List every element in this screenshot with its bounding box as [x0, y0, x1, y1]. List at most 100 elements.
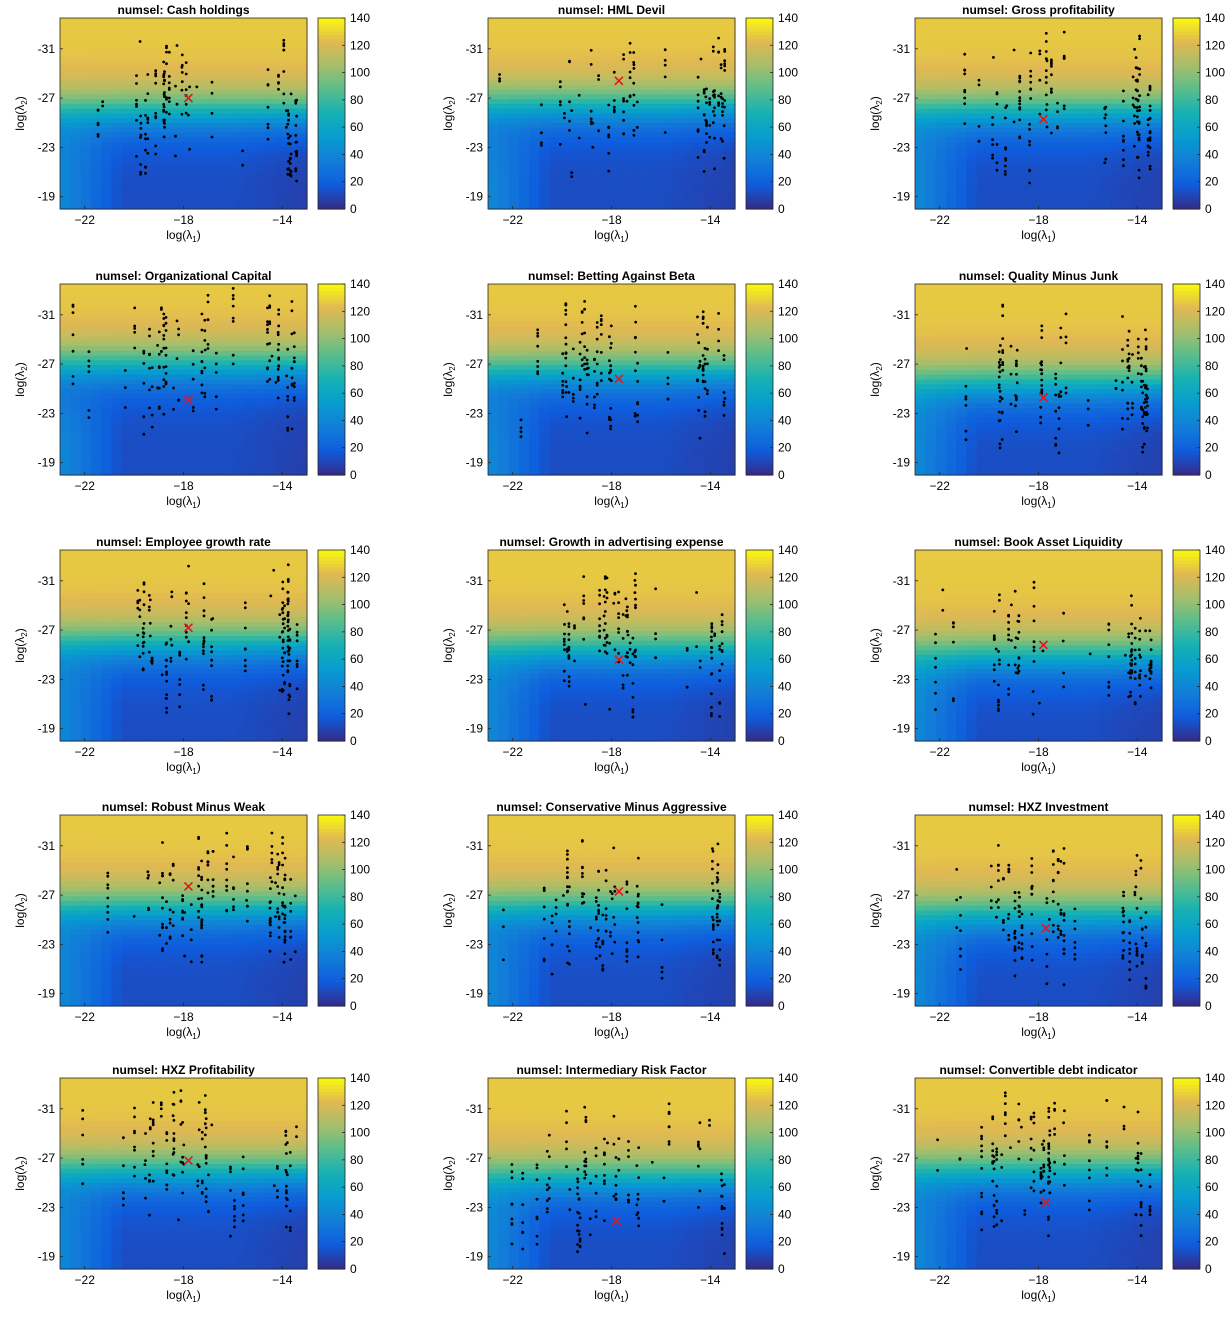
- heatmap-cell: [529, 137, 540, 142]
- heatmap-cell: [1018, 32, 1029, 37]
- heatmap-cell: [153, 289, 164, 294]
- heatmap-cell: [1121, 80, 1132, 85]
- colorbar-tick-label: 80: [350, 359, 364, 373]
- heatmap-cell: [256, 456, 267, 461]
- heatmap-cell: [235, 298, 246, 303]
- search-point: [165, 372, 168, 375]
- heatmap-cell: [101, 408, 112, 413]
- heatmap-cell: [266, 142, 277, 147]
- heatmap-cell: [1069, 176, 1080, 181]
- heatmap-cell: [153, 56, 164, 61]
- heatmap-cell: [204, 427, 215, 432]
- heatmap-cell: [194, 341, 205, 346]
- heatmap-cell: [915, 32, 926, 37]
- heatmap-cell: [297, 294, 308, 299]
- colorbar-tick-label: 100: [1205, 66, 1225, 80]
- heatmap-cell: [173, 176, 184, 181]
- heatmap-cell: [235, 156, 246, 161]
- heatmap-cell: [1141, 42, 1152, 47]
- search-point: [1133, 145, 1136, 148]
- heatmap-cell: [235, 394, 246, 399]
- heatmap-cell: [1069, 123, 1080, 128]
- heatmap-cell: [925, 137, 936, 142]
- heatmap-cell: [1059, 180, 1070, 185]
- heatmap-cell: [142, 327, 153, 332]
- heatmap-cell: [1039, 66, 1050, 71]
- heatmap-cell: [276, 389, 287, 394]
- heatmap-cell: [70, 85, 81, 90]
- heatmap-cell: [915, 199, 926, 204]
- heatmap-cell: [612, 123, 623, 128]
- heatmap-cell: [81, 47, 92, 52]
- heatmap-cell: [266, 42, 277, 47]
- heatmap-cell: [509, 109, 520, 114]
- heatmap-cell: [142, 322, 153, 327]
- heatmap-cell: [60, 346, 71, 351]
- colorbar-segment: [318, 127, 345, 131]
- heatmap-cell: [122, 42, 133, 47]
- heatmap-cell: [70, 284, 81, 289]
- search-point: [154, 72, 157, 75]
- heatmap-cell: [612, 47, 623, 52]
- heatmap-cell: [673, 104, 684, 109]
- heatmap-cell: [581, 289, 592, 294]
- heatmap-cell: [297, 147, 308, 152]
- search-point: [72, 350, 75, 353]
- search-point: [195, 86, 198, 89]
- heatmap-cell: [142, 161, 153, 166]
- heatmap-cell: [498, 137, 509, 142]
- heatmap-cell: [529, 71, 540, 76]
- heatmap-cell: [673, 123, 684, 128]
- heatmap-cell: [91, 341, 102, 346]
- colorbar-segment: [746, 192, 773, 196]
- colorbar-segment: [318, 93, 345, 97]
- heatmap-cell: [297, 56, 308, 61]
- heatmap-cell: [663, 94, 674, 99]
- heatmap-cell: [539, 199, 550, 204]
- heatmap-cell: [966, 42, 977, 47]
- heatmap-cell: [622, 66, 633, 71]
- heatmap-cell: [101, 114, 112, 119]
- search-point: [590, 120, 593, 123]
- heatmap-cell: [946, 23, 957, 28]
- heatmap-cell: [704, 128, 715, 133]
- heatmap-cell: [297, 190, 308, 195]
- heatmap-cell: [622, 171, 633, 176]
- colorbar-segment: [1173, 56, 1200, 60]
- heatmap-cell: [214, 375, 225, 380]
- heatmap-cell: [612, 61, 623, 66]
- heatmap-cell: [101, 446, 112, 451]
- heatmap-cell: [225, 137, 236, 142]
- search-point: [268, 294, 271, 297]
- heatmap-cell: [101, 23, 112, 28]
- heatmap-cell: [276, 118, 287, 123]
- heatmap-cell: [276, 461, 287, 466]
- heatmap-cell: [1080, 118, 1091, 123]
- heatmap-cell: [297, 51, 308, 56]
- heatmap-cell: [266, 109, 277, 114]
- heatmap-cell: [194, 104, 205, 109]
- search-point: [282, 42, 285, 45]
- heatmap-cell: [194, 99, 205, 104]
- heatmap-cell: [81, 152, 92, 157]
- heatmap-cell: [286, 446, 297, 451]
- colorbar-tick-label: 20: [778, 175, 792, 189]
- heatmap-cell: [101, 360, 112, 365]
- heatmap-cell: [591, 37, 602, 42]
- heatmap-cell: [297, 399, 308, 404]
- search-point: [713, 89, 716, 92]
- heatmap-cell: [245, 80, 256, 85]
- colorbar-tick-label: 100: [350, 332, 370, 346]
- heatmap-cell: [266, 442, 277, 447]
- heatmap-cell: [214, 380, 225, 385]
- heatmap-cell: [612, 71, 623, 76]
- heatmap-cell: [1018, 176, 1029, 181]
- heatmap-cell: [725, 128, 736, 133]
- heatmap-cell: [601, 161, 612, 166]
- search-point: [290, 153, 293, 156]
- heatmap-cell: [173, 308, 184, 313]
- heatmap-cell: [1111, 161, 1122, 166]
- heatmap-cell: [1018, 123, 1029, 128]
- heatmap-cell: [81, 137, 92, 142]
- heatmap-cell: [194, 442, 205, 447]
